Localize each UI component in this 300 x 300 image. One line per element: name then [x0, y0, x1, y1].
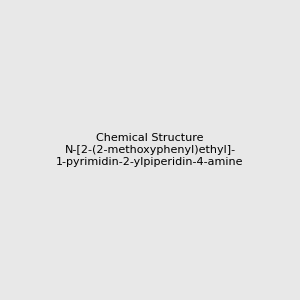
- Text: Chemical Structure
N-[2-(2-methoxyphenyl)ethyl]-
1-pyrimidin-2-ylpiperidin-4-ami: Chemical Structure N-[2-(2-methoxyphenyl…: [56, 134, 244, 166]
